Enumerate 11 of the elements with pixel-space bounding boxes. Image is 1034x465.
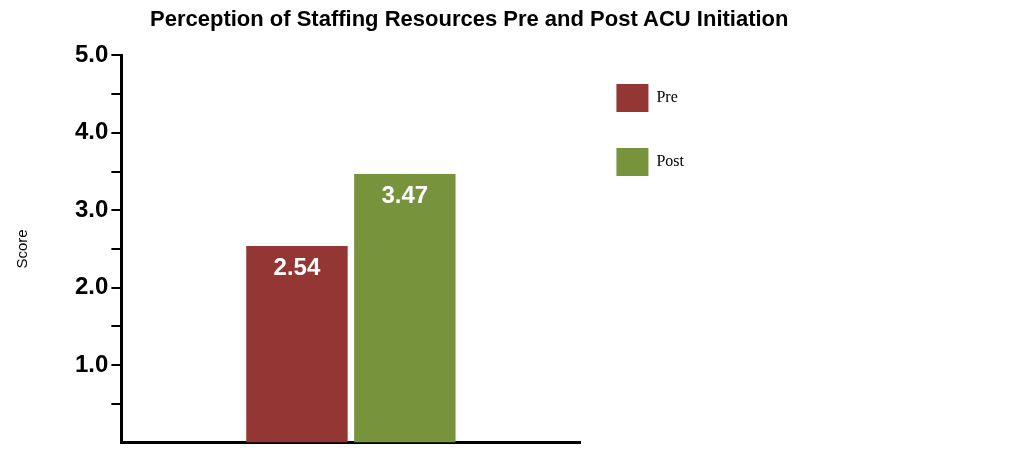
y-tick-label: 2.0 — [74, 272, 109, 300]
chart-title: Perception of Staffing Resources Pre and Post ACU Initiation — [149, 5, 790, 33]
legend-label: Pre — [656, 88, 678, 106]
legend-label: Post — [656, 152, 685, 170]
y-tick-label: 1.0 — [74, 349, 109, 377]
y-tick-label: 4.0 — [74, 117, 109, 145]
y-axis-title: Score — [13, 229, 31, 269]
y-tick-label: 5.0 — [74, 40, 109, 68]
data-label: 2.54 — [273, 252, 321, 280]
data-label: 3.47 — [381, 180, 429, 208]
y-tick-label: 3.0 — [74, 194, 109, 222]
